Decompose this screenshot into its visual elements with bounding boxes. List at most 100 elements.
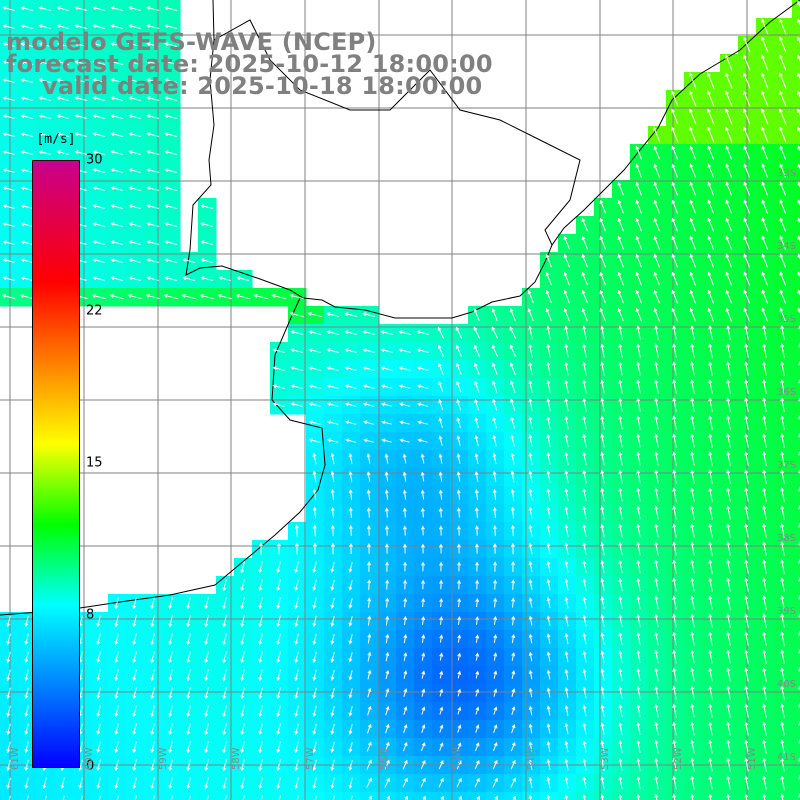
wind-arrow [91,294,106,300]
wind-arrow [240,579,245,592]
wind-arrow [168,669,173,682]
wind-arrow [312,579,317,592]
wind-arrow [618,343,623,358]
wind-arrow [366,453,371,464]
wind-arrow [150,741,155,754]
wind-arrow [24,651,29,664]
wind-arrow [258,741,263,754]
wind-arrow [272,348,285,353]
wind-arrow [235,294,250,300]
wind-arrow [672,577,677,592]
wind-arrow [528,794,533,800]
wind-arrow [743,108,751,125]
wind-arrow [2,6,15,11]
wind-arrow [128,132,141,137]
wind-arrow [762,469,767,484]
wind-arrow [528,615,533,626]
wind-cell [576,792,595,800]
wind-arrow [420,525,425,536]
wind-arrow [186,687,191,700]
wind-arrow [708,451,713,466]
wind-arrow [366,471,371,482]
wind-arrow [636,397,641,412]
wind-cell [792,252,800,271]
wind-arrow [618,740,623,753]
wind-arrow [168,759,173,772]
wind-arrow [224,795,227,800]
wind-arrow [403,724,408,734]
wind-arrow [671,108,679,125]
wind-arrow [2,168,15,173]
wind-arrow [689,307,696,322]
wind-arrow [204,723,209,736]
wind-arrow [635,181,642,196]
wind-arrow [762,757,767,772]
wind-arrow [744,523,749,538]
wind-arrow [258,723,263,736]
wind-cell [792,72,800,91]
wind-arrow [398,330,411,335]
wind-arrow [474,525,479,536]
wind-arrow [2,258,15,263]
wind-arrow [2,222,15,227]
wind-arrow [780,739,785,754]
wind-arrow [582,686,587,699]
wind-arrow [779,199,787,214]
wind-arrow [762,325,767,340]
wind-arrow [164,168,177,173]
wind-arrow [708,325,713,340]
wind-arrow [690,739,695,754]
colorbar-tick-8: 8 [86,607,95,623]
wind-arrow [761,54,769,71]
wind-arrow [475,724,480,733]
wind-arrow [2,24,15,29]
wind-arrow [24,615,29,628]
wind-arrow [398,384,411,389]
wind-arrow [511,706,516,716]
wind-arrow [528,470,533,483]
wind-arrow [96,651,101,664]
wind-arrow [363,438,374,443]
wind-arrow [600,704,605,717]
wind-arrow [438,453,443,464]
wind-arrow [780,523,785,538]
wind-arrow [671,289,678,304]
wind-arrow [258,669,263,682]
wind-arrow [779,217,787,232]
wind-arrow [56,132,69,137]
wind-arrow [564,758,569,771]
wind-cell [792,522,800,541]
wind-arrow [582,560,587,573]
wind-arrow [344,330,357,335]
wind-arrow [456,398,462,411]
wind-arrow [762,739,767,754]
wind-arrow [600,758,605,771]
wind-arrow [146,276,159,281]
wind-arrow [92,240,105,245]
wind-arrow [617,199,624,214]
wind-arrow [582,451,587,466]
wind-arrow [510,380,516,393]
wind-arrow [240,615,245,628]
wind-arrow [636,451,641,466]
wind-arrow [416,366,429,371]
wind-cell [234,792,253,800]
wind-arrow [527,289,534,304]
wind-cell [54,792,73,800]
wind-arrow [546,506,551,519]
wind-arrow [385,597,390,608]
wind-arrow [109,294,124,300]
wind-arrow [618,595,623,610]
wind-arrow [779,163,787,178]
wind-arrow [744,721,749,736]
wind-arrow [564,451,569,466]
wind-cell [792,36,800,55]
wind-cell [792,450,800,469]
wind-arrow [564,578,569,591]
wind-arrow [110,150,123,155]
wind-cell [540,792,559,800]
wind-arrow [114,741,119,754]
wind-arrow [528,723,533,734]
wind-arrow [671,271,678,286]
wind-arrow [797,289,800,296]
